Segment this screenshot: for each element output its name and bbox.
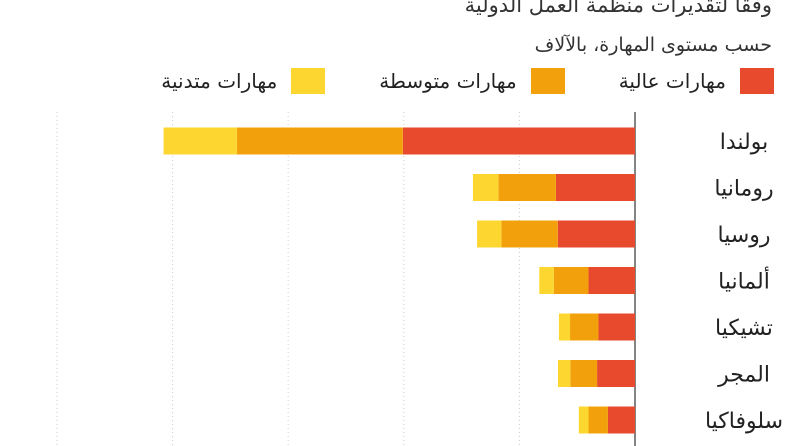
- legend-swatch-medium: [530, 68, 565, 94]
- bar-segment: [588, 267, 635, 294]
- legend-item-medium: مهارات متوسطة: [379, 68, 565, 94]
- bar-segment: [498, 174, 556, 201]
- bar-segment: [558, 313, 571, 341]
- category-label: بولندا: [720, 130, 769, 155]
- bar-segment: [553, 267, 589, 294]
- legend-item-low: مهارات متدنية: [161, 68, 326, 94]
- legend-item-high: مهارات عالية: [619, 68, 774, 94]
- bar-segment: [558, 360, 571, 387]
- category-label: رومانيا: [714, 177, 773, 202]
- bar-segment: [236, 127, 403, 155]
- bar-segment: [402, 127, 635, 155]
- bar-segment: [588, 406, 608, 434]
- legend-swatch-high: [740, 68, 774, 94]
- legend-label-high: مهارات عالية: [618, 69, 726, 93]
- category-label: ألمانيا: [718, 267, 770, 295]
- bar-segment: [539, 267, 554, 294]
- subtitle: وفقا لتقديرات منظمة العمل الدولية: [464, 0, 772, 17]
- category-label: روسيا: [717, 223, 770, 248]
- bar-segment: [570, 313, 599, 341]
- category-label: المجر: [717, 363, 770, 388]
- bar-segment: [477, 220, 502, 248]
- bar-segment: [570, 360, 598, 387]
- category-label: سلوفاكيا: [705, 409, 783, 434]
- subtitle-units: حسب مستوى المهارة، بالآلاف: [534, 34, 772, 56]
- bar-segment: [501, 220, 558, 248]
- legend-label-low: مهارات متدنية: [161, 69, 278, 93]
- bar-segment: [472, 174, 499, 201]
- bar-segment: [607, 406, 635, 434]
- bar-segment: [163, 127, 237, 155]
- bar-segment: [597, 360, 635, 387]
- legend-swatch-low: [291, 68, 326, 94]
- legend: مهارات عالية مهارات متوسطة مهارات متدنية: [161, 68, 774, 94]
- bar-segment: [578, 406, 589, 434]
- bar-segment: [557, 220, 635, 248]
- bar-segment: [555, 174, 635, 201]
- legend-label-medium: مهارات متوسطة: [379, 69, 517, 93]
- bar-segment: [598, 313, 635, 341]
- category-label: تشيكيا: [715, 316, 773, 341]
